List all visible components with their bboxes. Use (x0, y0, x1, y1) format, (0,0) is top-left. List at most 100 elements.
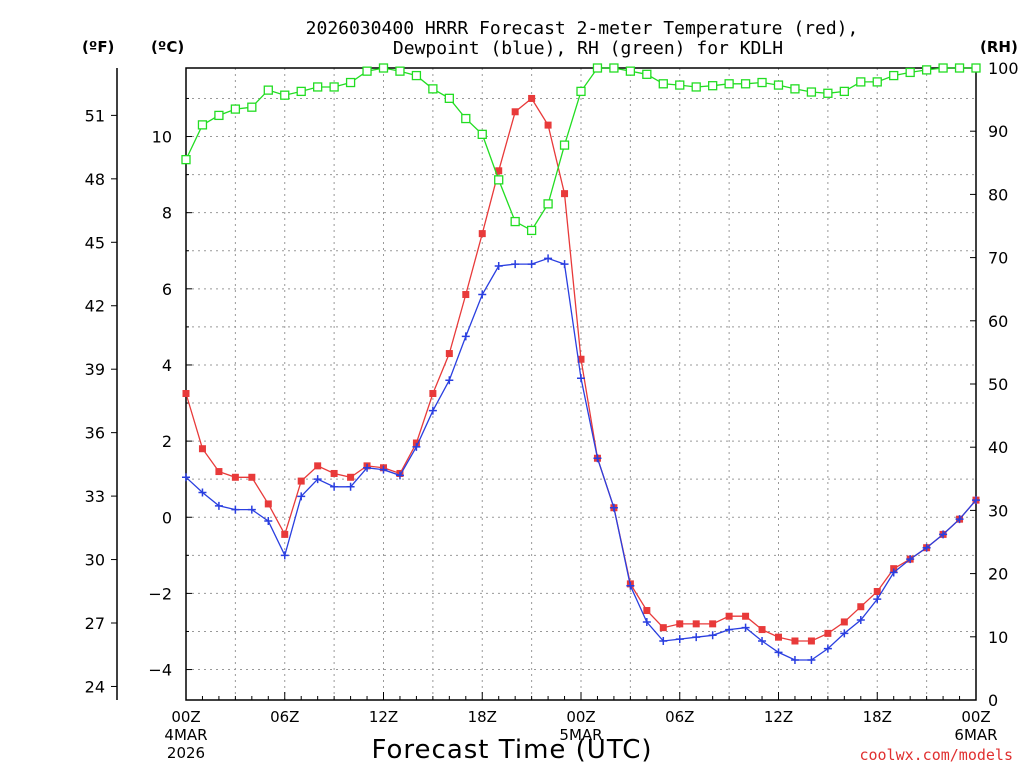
fahrenheit-tick-label: 30 (85, 551, 105, 570)
x-axis-title: Forecast Time (UTC) (371, 735, 652, 765)
celsius-tick-label: 2 (162, 432, 172, 451)
rh-point (625, 66, 636, 76)
celsius-tick-label: 6 (162, 280, 172, 299)
unit-label-fahrenheit: (ºF) (82, 38, 114, 56)
rh-tick-label: 30 (988, 501, 1008, 520)
temperature-point (528, 94, 536, 102)
temperature-point (511, 108, 519, 116)
chart-title-line1: 2026030400 HRRR Forecast 2-meter Tempera… (306, 18, 859, 39)
temperature-point (215, 468, 223, 476)
celsius-tick-label: 0 (162, 508, 172, 527)
dewpoint-point (725, 625, 734, 634)
rh-point (889, 70, 899, 81)
rh-point (839, 86, 849, 97)
rh-point (329, 82, 339, 92)
rh-point (230, 104, 241, 114)
rh-point (461, 113, 471, 124)
x-tick-label: 06Z (665, 708, 694, 726)
celsius-tick-label: 8 (162, 204, 172, 223)
rh-point (609, 63, 619, 73)
rh-point (872, 77, 882, 87)
dewpoint-point (807, 656, 816, 665)
axes: −4−2024681024273033363942454851010203040… (85, 59, 1019, 710)
dewpoint-point (280, 551, 289, 560)
rh-point (708, 81, 718, 91)
dewpoint-point (346, 482, 355, 491)
dewpoint-point (494, 261, 503, 270)
dewpoint-point (182, 473, 190, 482)
dewpoint-point (297, 492, 306, 501)
x-tick-date: 4MAR (164, 726, 207, 744)
temperature-point (659, 624, 667, 632)
dewpoint-point (955, 515, 964, 524)
rh-tick-label: 70 (988, 249, 1008, 268)
dewpoint-point (363, 463, 372, 472)
rh-tick-label: 60 (988, 312, 1008, 331)
rh-point (905, 67, 915, 78)
dewpoint-point (445, 376, 454, 385)
dewpoint-point (428, 406, 437, 415)
fahrenheit-tick-label: 42 (85, 297, 105, 316)
x-tick-label: 00Z (961, 708, 990, 726)
dewpoint-point (231, 505, 240, 514)
rh-point (691, 82, 701, 92)
dewpoint-point (774, 648, 783, 657)
chart-title-line2: Dewpoint (blue), RH (green) for KDLH (393, 38, 783, 59)
rh-point (592, 63, 603, 73)
rh-point (444, 93, 454, 103)
dewpoint-point (544, 254, 553, 263)
temperature-point (182, 390, 190, 398)
rh-point (280, 90, 290, 100)
celsius-tick-label: 10 (152, 128, 172, 147)
dewpoint-point (642, 617, 651, 626)
dewpoint-point (889, 568, 898, 577)
unit-label-celsius: (ºC) (151, 38, 184, 56)
temperature-point (248, 473, 256, 481)
dewpoint-point (741, 623, 750, 632)
dewpoint-point (214, 501, 223, 510)
rh-tick-label: 80 (988, 185, 1008, 204)
celsius-tick-label: −4 (148, 661, 172, 680)
rh-tick-label: 40 (988, 438, 1008, 457)
rh-point (477, 129, 487, 140)
temperature-point (544, 121, 552, 129)
temperature-point (692, 620, 700, 628)
x-tick-label: 18Z (468, 708, 497, 726)
rh-point (773, 80, 784, 90)
temperature-point (478, 230, 486, 238)
celsius-tick-label: 4 (162, 356, 172, 375)
temperature-point (314, 462, 322, 470)
x-tick-label: 12Z (764, 708, 793, 726)
dewpoint-point (577, 374, 585, 383)
x-tick-date: 6MAR (954, 726, 997, 744)
rh-point (921, 65, 932, 75)
rh-point (214, 110, 224, 121)
dewpoint-point (478, 290, 487, 299)
x-tick-label: 00Z (171, 708, 200, 726)
temperature-point (495, 167, 503, 175)
dewpoint-point (330, 482, 339, 491)
rh-point (378, 63, 389, 73)
temperature-point (676, 620, 684, 628)
dewpoint-point (790, 656, 799, 665)
temperature-point (577, 355, 585, 363)
temperature-point (561, 190, 569, 198)
dewpoint-point (873, 595, 882, 604)
dewpoint-point (609, 503, 618, 512)
temperature-point (873, 587, 881, 595)
dewpoint-point (412, 442, 421, 451)
temperature-point (264, 500, 272, 508)
rh-point (806, 87, 817, 97)
rh-point (724, 79, 734, 89)
rh-point (263, 85, 273, 95)
rh-point (954, 63, 965, 73)
rh-point (428, 84, 438, 94)
rh-point (526, 225, 537, 236)
rh-point (296, 86, 306, 97)
dewpoint-point (626, 581, 635, 590)
temperature-point (462, 291, 470, 299)
temperature-point (775, 633, 782, 641)
rh-tick-label: 50 (988, 375, 1008, 394)
rh-point (313, 82, 323, 92)
